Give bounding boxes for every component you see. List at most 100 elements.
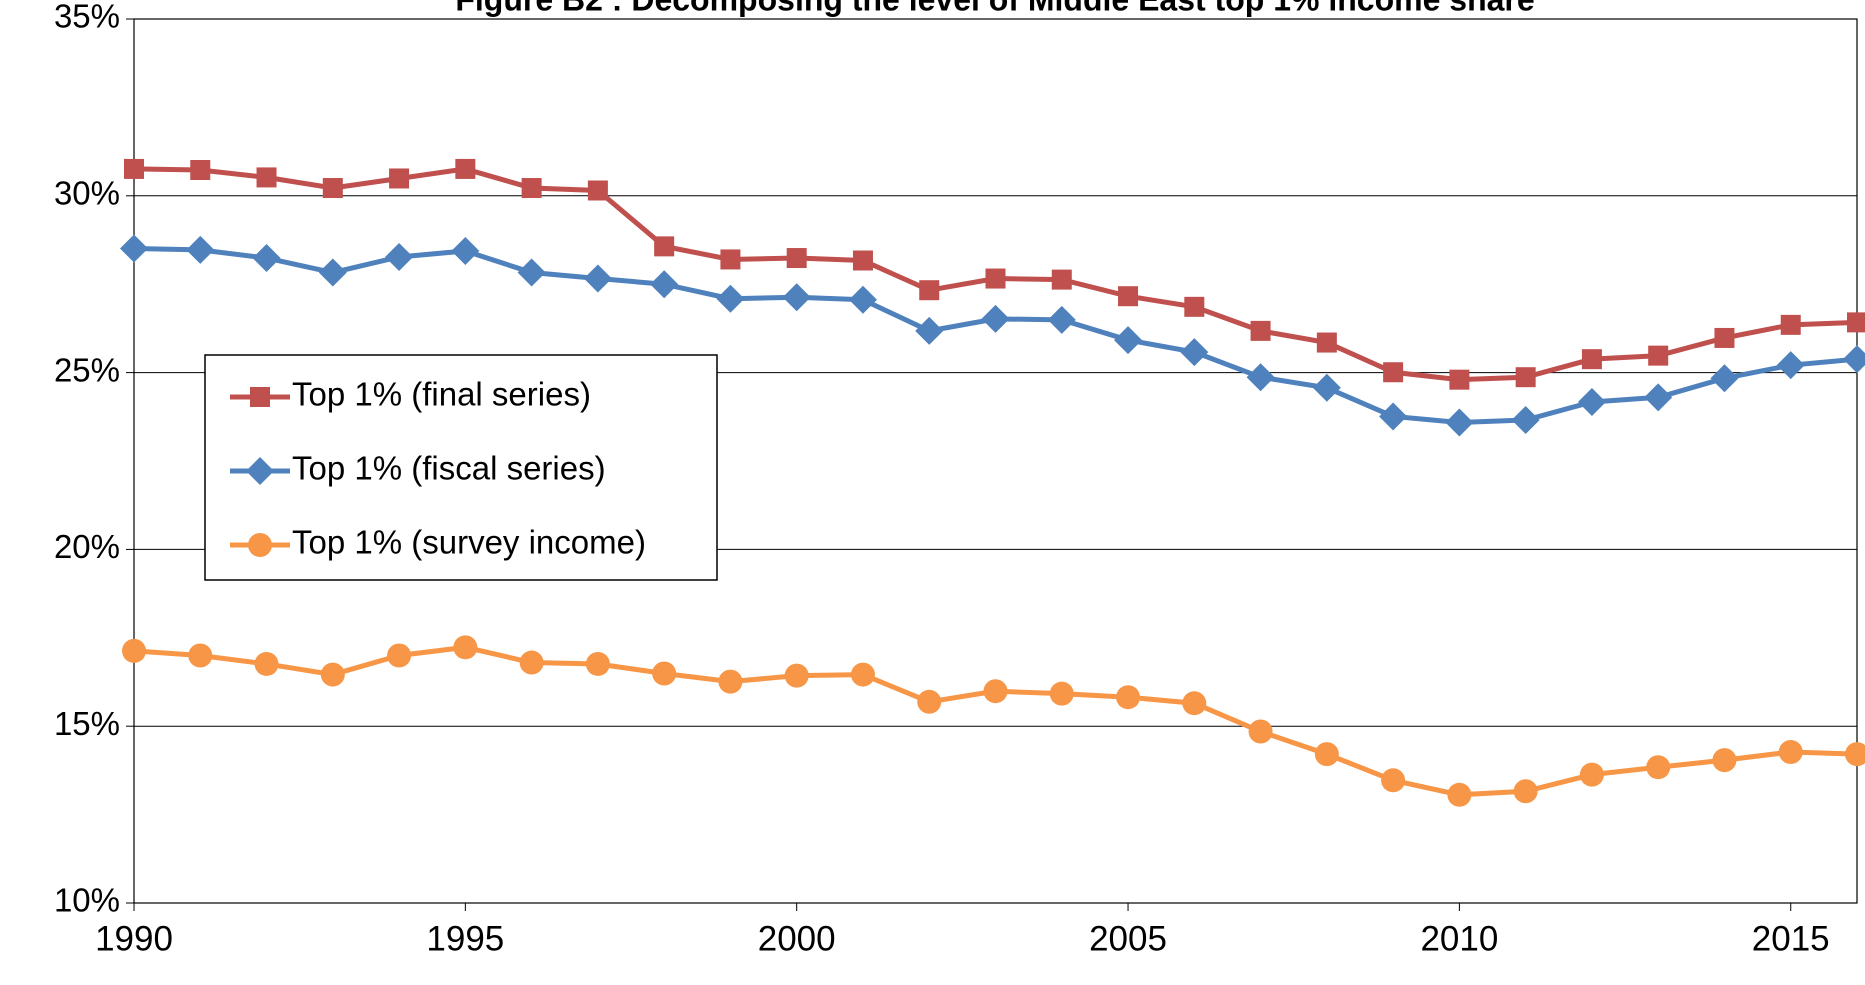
- marker: [1710, 364, 1739, 393]
- marker: [1515, 367, 1536, 388]
- marker: [919, 280, 940, 301]
- marker: [387, 643, 412, 668]
- marker: [1381, 768, 1406, 793]
- marker: [248, 533, 272, 557]
- marker: [917, 689, 942, 714]
- marker: [985, 268, 1006, 289]
- x-tick-label: 1990: [95, 919, 173, 958]
- marker: [1114, 326, 1143, 355]
- marker: [188, 643, 213, 668]
- marker: [186, 235, 215, 264]
- marker: [782, 283, 811, 312]
- marker: [848, 285, 877, 314]
- marker: [1049, 681, 1074, 706]
- marker: [1116, 685, 1141, 710]
- marker: [1314, 742, 1339, 767]
- y-tick-label: 25%: [54, 351, 120, 388]
- marker: [1714, 327, 1735, 348]
- marker: [720, 249, 741, 270]
- marker: [1780, 314, 1801, 335]
- marker: [981, 304, 1010, 333]
- marker: [652, 661, 677, 686]
- marker: [322, 178, 343, 199]
- marker: [1047, 305, 1076, 334]
- marker: [716, 284, 745, 313]
- marker: [1577, 387, 1606, 416]
- marker: [124, 158, 144, 179]
- marker: [389, 168, 410, 189]
- marker: [1776, 351, 1805, 380]
- marker: [1184, 296, 1205, 317]
- marker: [583, 264, 612, 293]
- marker: [718, 669, 743, 694]
- marker: [585, 651, 610, 676]
- y-tick-label: 10%: [54, 882, 120, 919]
- marker: [1511, 405, 1540, 434]
- marker: [1581, 349, 1602, 370]
- marker: [1843, 345, 1865, 374]
- marker: [852, 250, 873, 271]
- marker: [1449, 369, 1470, 390]
- marker: [250, 387, 270, 407]
- legend-label: Top 1% (survey income): [292, 524, 646, 561]
- legend-label: Top 1% (final series): [292, 376, 591, 413]
- marker: [1248, 719, 1273, 744]
- marker: [254, 651, 279, 676]
- marker: [1646, 755, 1671, 780]
- y-tick-label: 15%: [54, 705, 120, 742]
- marker: [246, 457, 274, 485]
- marker: [1648, 345, 1669, 366]
- marker: [1644, 383, 1673, 412]
- marker: [1845, 742, 1865, 767]
- marker: [451, 236, 480, 265]
- x-tick-label: 2005: [1089, 919, 1167, 958]
- marker: [650, 270, 679, 299]
- marker: [122, 638, 146, 663]
- marker: [1445, 408, 1474, 437]
- marker: [1246, 363, 1275, 392]
- legend: Top 1% (final series) Top 1% (fiscal seri…: [204, 354, 718, 581]
- x-tick-label: 2010: [1420, 919, 1498, 958]
- marker: [519, 650, 544, 675]
- marker: [120, 234, 148, 263]
- marker: [1447, 782, 1472, 807]
- legend-box: [204, 354, 718, 581]
- marker: [455, 158, 476, 179]
- marker: [1316, 332, 1337, 353]
- marker: [1118, 286, 1139, 307]
- marker: [786, 248, 807, 269]
- marker: [1379, 402, 1408, 431]
- marker: [517, 258, 546, 287]
- marker: [256, 167, 277, 188]
- marker: [1180, 338, 1209, 367]
- plot-frame: [133, 18, 1858, 904]
- marker: [1712, 748, 1737, 773]
- y-tick-label: 35%: [54, 0, 120, 35]
- marker: [252, 244, 281, 273]
- marker: [784, 663, 809, 688]
- marker: [1778, 740, 1803, 765]
- marker: [587, 180, 608, 201]
- marker: [521, 178, 542, 199]
- x-tick-label: 2015: [1752, 919, 1830, 958]
- legend-label: Top 1% (fiscal series): [292, 450, 606, 487]
- marker: [1250, 320, 1271, 341]
- marker: [190, 159, 211, 180]
- marker: [983, 679, 1008, 704]
- marker: [1182, 691, 1207, 716]
- marker: [850, 662, 875, 687]
- y-tick-label: 20%: [54, 528, 120, 565]
- y-tick-label: 30%: [54, 175, 120, 212]
- chart-title: Figure B2 : Decomposing the level of Mid…: [455, 0, 1534, 17]
- marker: [654, 236, 675, 257]
- x-tick-label: 1995: [426, 919, 504, 958]
- marker: [385, 242, 414, 271]
- marker: [453, 635, 478, 660]
- marker: [1383, 362, 1404, 383]
- marker: [1847, 312, 1865, 333]
- marker: [915, 316, 944, 345]
- x-tick-label: 2000: [758, 919, 836, 958]
- marker: [318, 258, 347, 287]
